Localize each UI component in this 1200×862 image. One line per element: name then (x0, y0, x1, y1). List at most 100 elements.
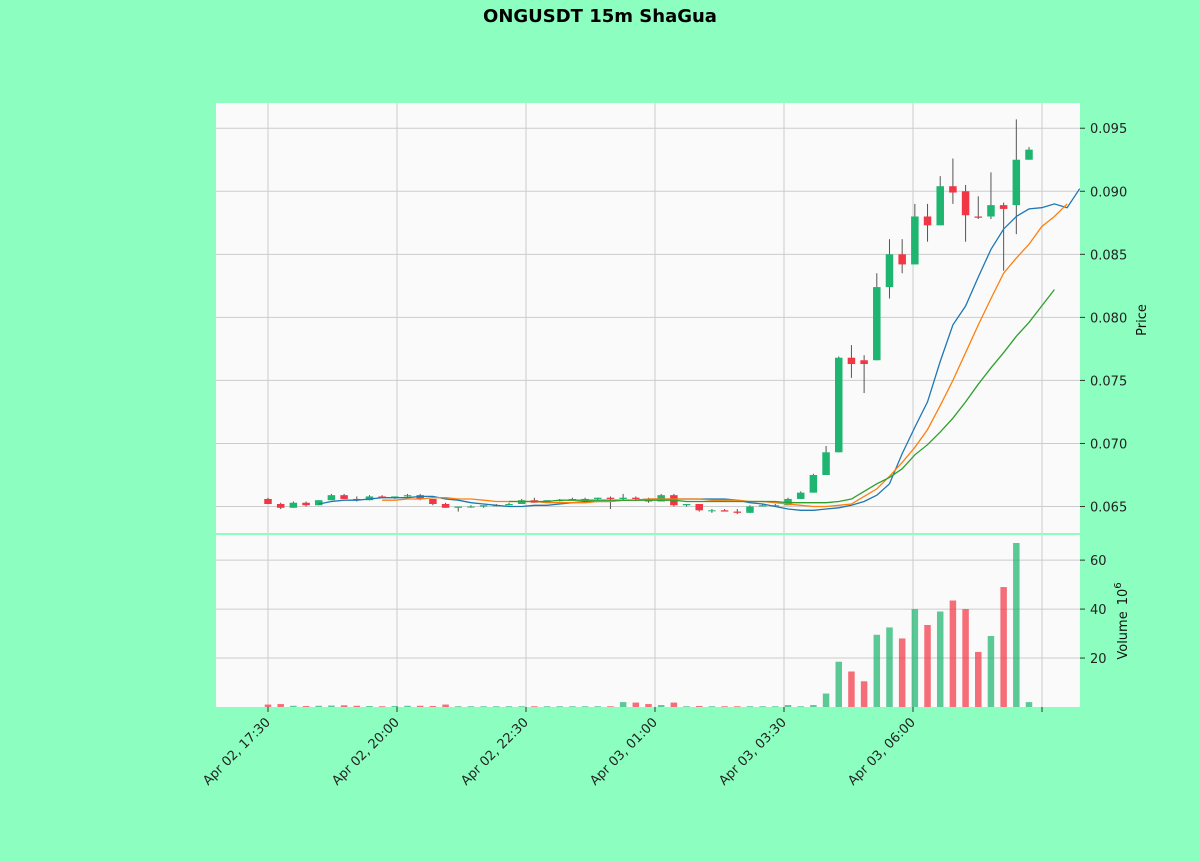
time-tick-label: Apr 03, 03:30 (716, 715, 789, 788)
volume-bar (670, 702, 678, 707)
volume-bar (302, 706, 310, 707)
candle-up (365, 496, 374, 501)
candle-up (885, 254, 894, 288)
volume-bar (721, 706, 728, 708)
candle-up (936, 186, 944, 226)
volume-bar (936, 611, 944, 707)
volume-bar (898, 638, 906, 707)
volume-bar (657, 705, 665, 707)
volume-bar (975, 651, 982, 707)
volume-bar (708, 706, 716, 708)
volume-bar (340, 705, 348, 707)
volume-bar (328, 705, 335, 707)
candle-up (505, 503, 513, 506)
volume-axis-label-text: Volume (1116, 611, 1131, 659)
volume-bar (404, 705, 411, 707)
volume-bar (416, 705, 424, 707)
volume-tick-label: 20 (1090, 652, 1107, 667)
candle-up (467, 506, 475, 508)
volume-bar (581, 706, 589, 708)
volume-bar (645, 704, 652, 707)
volume-bar (695, 706, 703, 707)
volume-bar (455, 706, 462, 708)
volume-bar (493, 706, 500, 708)
candle-up (657, 495, 665, 502)
candle-down (276, 503, 285, 508)
candle-up (708, 510, 716, 512)
time-tick-label: Apr 02, 17:30 (200, 715, 273, 788)
candle-up (835, 357, 843, 453)
volume-bar (848, 671, 855, 707)
volume-bar (543, 706, 551, 708)
moving-averages (318, 188, 1081, 511)
candle-up (327, 495, 336, 501)
candle-up (911, 216, 919, 265)
candle-down (695, 503, 703, 511)
volume-bar (860, 681, 868, 707)
volume-bar (594, 706, 602, 708)
volume-bar (734, 706, 741, 708)
volume-bar (378, 706, 386, 708)
volume-bar (1025, 702, 1033, 707)
candle-up (796, 492, 805, 499)
volume-bar (264, 704, 272, 707)
volume-bars (264, 543, 1033, 708)
candle-down (949, 186, 957, 193)
volume-bar (556, 706, 563, 708)
volume-bar (759, 706, 766, 708)
volume-bar (391, 706, 399, 707)
volume-axis-label: Volume106 (1113, 582, 1131, 659)
volume-panel (216, 535, 1080, 707)
volume-bar (505, 706, 513, 708)
price-tick-label: 0.090 (1090, 185, 1127, 200)
volume-bar (746, 706, 754, 708)
volume-bar (442, 704, 449, 707)
price-tick-label: 0.080 (1090, 311, 1127, 326)
volume-bar (1013, 543, 1020, 707)
time-tick-label: Apr 03, 06:00 (845, 715, 918, 788)
candle-down (606, 497, 615, 499)
price-axis-label: Price (1135, 304, 1150, 336)
candle-up (987, 205, 995, 217)
volume-bar (467, 706, 475, 708)
ma-line-10 (382, 203, 1068, 508)
price-tick-label: 0.070 (1090, 437, 1127, 452)
volume-tick-label: 60 (1090, 554, 1107, 569)
candle-up (1025, 149, 1033, 160)
candle-up (454, 506, 462, 508)
candle-down (720, 510, 729, 512)
candle-down (264, 498, 272, 504)
candle-up (809, 474, 818, 493)
candle-up (873, 287, 881, 361)
volume-bar (797, 706, 804, 708)
volume-bar (480, 706, 487, 708)
volume-bar (632, 702, 640, 707)
volume-bar (873, 634, 881, 707)
ma-line-20 (509, 289, 1055, 504)
volume-bar (277, 704, 284, 707)
volume-axis-exponent: 6 (1113, 582, 1124, 588)
volume-bar (962, 609, 969, 707)
volume-axis-ticks: 20 40 60 (1080, 554, 1107, 667)
volume-bar (518, 706, 525, 708)
volume-tick-label: 40 (1090, 603, 1107, 618)
candle-up (758, 505, 767, 507)
price-panel (216, 103, 1080, 533)
price-tick-label: 0.065 (1090, 501, 1127, 516)
candle-down (898, 254, 906, 265)
chart-title: ONGUSDT 15m ShaGua (483, 6, 717, 27)
price-tick-label: 0.095 (1090, 122, 1127, 137)
volume-bar (784, 705, 792, 707)
candle-down (733, 511, 742, 513)
candle-down (416, 495, 424, 499)
candle-up (314, 500, 323, 506)
volume-bar (911, 609, 919, 707)
candle-up (822, 452, 830, 475)
candle-down (860, 360, 868, 365)
candle-up (581, 498, 589, 500)
candle-down (923, 216, 932, 226)
candle-down (961, 191, 970, 216)
candle-down (441, 503, 450, 508)
candle-up (403, 495, 412, 497)
